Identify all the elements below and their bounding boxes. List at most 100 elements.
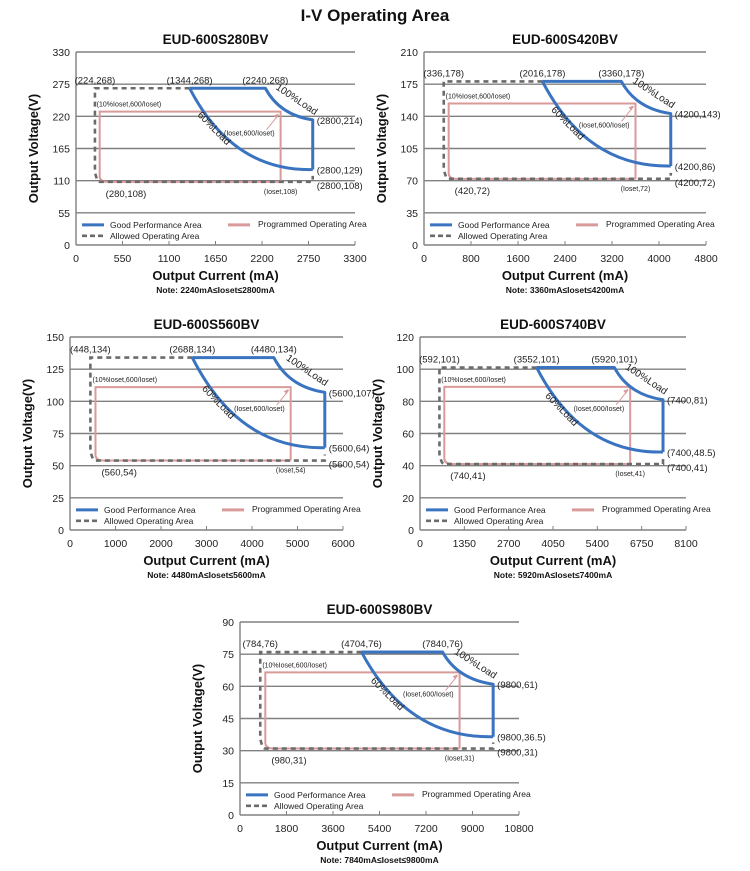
y-tick-label: 275 bbox=[52, 79, 70, 91]
x-tick-label: 3600 bbox=[321, 823, 345, 835]
y-tick-label: 25 bbox=[52, 493, 64, 505]
legend-allowed-label: Allowed Operating Area bbox=[458, 231, 548, 241]
point-label: (5920,101) bbox=[591, 355, 637, 366]
x-tick-label: 1350 bbox=[453, 538, 477, 550]
point-label: (4480,134) bbox=[251, 345, 297, 356]
point-label: (592,101) bbox=[419, 355, 460, 366]
x-tick-label: 550 bbox=[114, 253, 132, 265]
y-tick-label: 210 bbox=[400, 47, 418, 59]
point-label: (10%Ioset,600/Ioset) bbox=[262, 662, 327, 669]
chart-note: Note: 4480mA≤Ioset≤5600mA bbox=[147, 570, 265, 580]
x-tick-label: 3200 bbox=[600, 253, 624, 265]
legend-allowed-label: Allowed Operating Area bbox=[110, 231, 200, 241]
x-axis-label: Output Current (mA) bbox=[143, 553, 269, 568]
y-axis-label: Output Voltage(V) bbox=[190, 664, 205, 774]
y-tick-label: 0 bbox=[64, 240, 70, 252]
point-label: (Ioset,600/Ioset) bbox=[574, 406, 625, 413]
point-label: (5600,54) bbox=[329, 460, 370, 471]
point-label: (4200,143) bbox=[675, 110, 721, 121]
page-title: I-V Operating Area bbox=[300, 6, 450, 25]
chart-title: EUD-600S740BV bbox=[500, 317, 606, 332]
allowed-operating-area bbox=[442, 80, 673, 181]
y-tick-label: 40 bbox=[402, 461, 414, 473]
x-tick-label: 3000 bbox=[195, 538, 219, 550]
arrow-head bbox=[628, 105, 634, 111]
legend-allowed-label: Allowed Operating Area bbox=[104, 516, 194, 526]
y-tick-label: 50 bbox=[52, 461, 64, 473]
y-tick-label: 105 bbox=[400, 144, 418, 156]
allowed-operating-area bbox=[89, 356, 327, 462]
y-axis-label: Output Voltage(V) bbox=[26, 94, 41, 204]
point-label: (4200,72) bbox=[675, 178, 716, 189]
x-tick-label: 2700 bbox=[497, 538, 521, 550]
y-axis-label: Output Voltage(V) bbox=[374, 94, 389, 204]
chart-note: Note: 3360mA≤Ioset≤4200mA bbox=[506, 285, 624, 295]
chart-title: EUD-600S420BV bbox=[512, 32, 618, 47]
legend-allowed-label: Allowed Operating Area bbox=[454, 516, 544, 526]
point-label: (2240,268) bbox=[242, 75, 288, 86]
y-tick-label: 75 bbox=[222, 649, 234, 661]
y-tick-label: 80 bbox=[402, 396, 414, 408]
legend-good-label: Good Performance Area bbox=[458, 220, 550, 230]
chart-note: Note: 2240mA≤Ioset≤2800mA bbox=[156, 285, 274, 295]
point-label: (10%Ioset,600/Ioset) bbox=[97, 102, 162, 109]
point-label: (5600,64) bbox=[329, 444, 370, 455]
legend-allowed-label: Allowed Operating Area bbox=[274, 801, 364, 811]
x-axis-label: Output Current (mA) bbox=[152, 268, 278, 283]
point-label: (9800,31) bbox=[497, 748, 538, 759]
legend-programmed-label: Programmed Operating Area bbox=[258, 219, 367, 229]
legend-good-label: Good Performance Area bbox=[454, 505, 546, 515]
y-tick-label: 75 bbox=[52, 429, 64, 441]
y-tick-label: 30 bbox=[222, 746, 234, 758]
point-label: (784,76) bbox=[243, 639, 278, 650]
x-tick-label: 8100 bbox=[674, 538, 698, 550]
good-performance-area bbox=[535, 366, 665, 454]
good-performance-area bbox=[190, 356, 327, 450]
legend-good-label: Good Performance Area bbox=[110, 220, 202, 230]
chart-note: Note: 7840mA≤Ioset≤9800mA bbox=[320, 855, 438, 865]
y-tick-label: 165 bbox=[52, 144, 70, 156]
x-tick-label: 3300 bbox=[343, 253, 367, 265]
y-tick-label: 125 bbox=[46, 364, 64, 376]
y-tick-label: 55 bbox=[58, 208, 70, 220]
programmed-operating-area bbox=[94, 386, 292, 462]
legend-programmed-label: Programmed Operating Area bbox=[252, 504, 361, 514]
x-tick-label: 5400 bbox=[368, 823, 392, 835]
point-label: (448,134) bbox=[70, 345, 111, 356]
y-tick-label: 100 bbox=[396, 364, 414, 376]
x-tick-label: 4050 bbox=[541, 538, 565, 550]
point-label: (560,54) bbox=[101, 468, 136, 479]
point-label: (9800,61) bbox=[497, 680, 538, 691]
x-tick-label: 1000 bbox=[104, 538, 128, 550]
y-tick-label: 175 bbox=[400, 79, 418, 91]
point-label: (Ioset,108) bbox=[264, 189, 297, 196]
y-tick-label: 45 bbox=[222, 714, 234, 726]
arrow-head bbox=[623, 388, 629, 394]
programmed-operating-area bbox=[98, 110, 282, 183]
x-axis-label: Output Current (mA) bbox=[316, 838, 442, 853]
y-tick-label: 0 bbox=[408, 525, 414, 537]
y-tick-label: 140 bbox=[400, 111, 418, 123]
y-tick-label: 0 bbox=[412, 240, 418, 252]
x-tick-label: 1600 bbox=[506, 253, 530, 265]
x-tick-label: 9000 bbox=[461, 823, 485, 835]
point-label: (1344,268) bbox=[167, 75, 213, 86]
point-label: (2800,129) bbox=[317, 166, 363, 177]
point-label: (5600,107) bbox=[329, 388, 375, 399]
y-tick-label: 110 bbox=[53, 176, 70, 188]
x-tick-label: 2400 bbox=[553, 253, 577, 265]
point-label: (2800,108) bbox=[317, 181, 363, 192]
point-label: (3552,101) bbox=[514, 355, 560, 366]
good-performance-area bbox=[360, 650, 495, 739]
chart-title: EUD-600S280BV bbox=[163, 32, 269, 47]
x-tick-label: 5400 bbox=[586, 538, 610, 550]
point-label: (Ioset,54) bbox=[276, 468, 306, 475]
y-tick-label: 60 bbox=[222, 681, 234, 693]
x-tick-label: 7200 bbox=[414, 823, 438, 835]
point-label: (Ioset,31) bbox=[445, 756, 475, 763]
allowed-operating-area bbox=[258, 650, 495, 750]
arrow-head bbox=[452, 674, 458, 680]
x-axis-label: Output Current (mA) bbox=[490, 553, 616, 568]
x-tick-label: 1800 bbox=[275, 823, 299, 835]
